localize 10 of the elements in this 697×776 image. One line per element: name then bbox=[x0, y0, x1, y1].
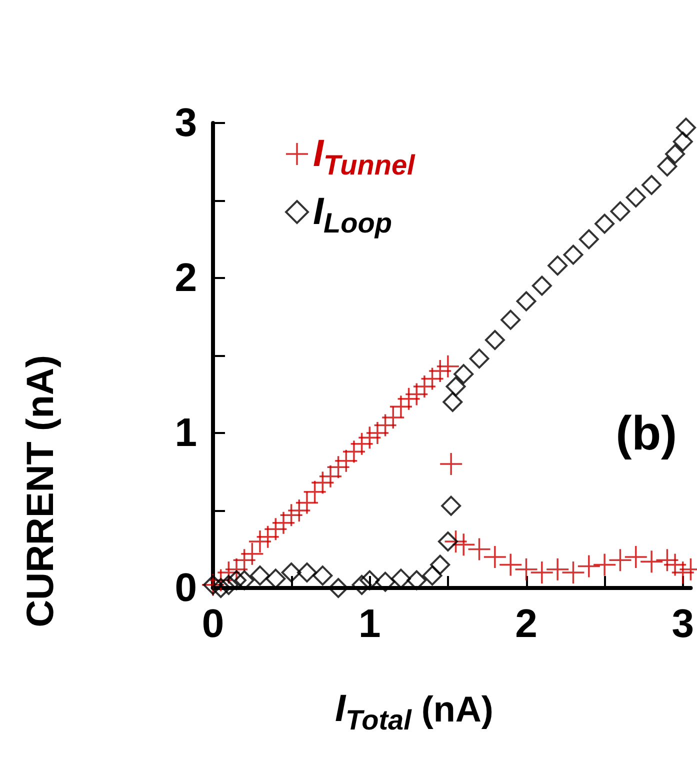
y-tick-label: 0 bbox=[174, 566, 197, 610]
y-tick-label: 2 bbox=[174, 256, 197, 300]
x-tick-label: 3 bbox=[672, 602, 694, 646]
x-tick-label: 1 bbox=[358, 602, 381, 646]
annotation: (b) bbox=[616, 408, 678, 460]
y-tick-label: 3 bbox=[174, 101, 197, 145]
y-axis-title: CURRENT (nA) bbox=[20, 354, 62, 628]
x-tick-label: 0 bbox=[202, 602, 224, 646]
y-tick-label: 1 bbox=[174, 411, 197, 455]
x-tick-label: 2 bbox=[515, 602, 538, 646]
